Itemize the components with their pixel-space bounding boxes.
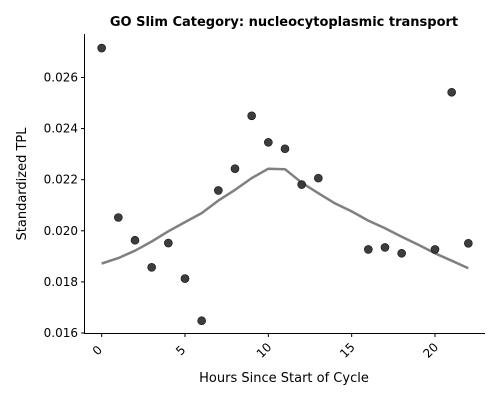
chart-title: GO Slim Category: nucleocytoplasmic tran… — [110, 15, 458, 30]
data-point — [380, 243, 390, 252]
data-point — [114, 213, 123, 222]
data-point — [130, 235, 140, 245]
data-point — [247, 111, 256, 121]
y-tick-label: 0.018 — [44, 275, 78, 289]
x-tick-label: 15 — [337, 340, 358, 361]
y-tick-label: 0.020 — [44, 224, 78, 238]
data-point — [197, 316, 206, 326]
data-point — [297, 180, 306, 189]
data-point — [464, 239, 473, 248]
data-point — [97, 43, 106, 53]
data-point — [214, 186, 223, 195]
y-tick-label: 0.016 — [44, 326, 78, 340]
data-point — [264, 138, 273, 147]
data-point — [180, 274, 190, 283]
x-tick-label: 10 — [254, 340, 275, 361]
x-axis-label: Hours Since Start of Cycle — [199, 371, 369, 386]
y-tick-label: 0.026 — [44, 70, 78, 84]
data-point — [230, 164, 240, 173]
data-point — [397, 248, 406, 258]
y-ticks: 0.016 0.018 0.020 0.022 0.024 0.026 — [44, 70, 85, 340]
data-point — [314, 173, 323, 183]
x-tick-label: 0 — [90, 343, 105, 358]
y-axis-label: Standardized TPL — [15, 127, 30, 241]
y-tick-label: 0.022 — [44, 173, 78, 187]
y-tick-label: 0.024 — [44, 122, 78, 136]
x-tick-label: 5 — [173, 343, 188, 358]
data-point — [280, 144, 290, 154]
data-point — [447, 87, 456, 97]
data-point — [430, 245, 440, 254]
data-point — [164, 238, 173, 248]
data-point — [147, 263, 156, 272]
trend-line — [101, 167, 469, 270]
data-point — [364, 245, 373, 254]
scatter-series — [97, 43, 473, 326]
x-tick-label: 20 — [420, 340, 441, 361]
trend-series — [101, 167, 469, 270]
x-ticks: 0 5 10 15 20 — [90, 333, 441, 361]
